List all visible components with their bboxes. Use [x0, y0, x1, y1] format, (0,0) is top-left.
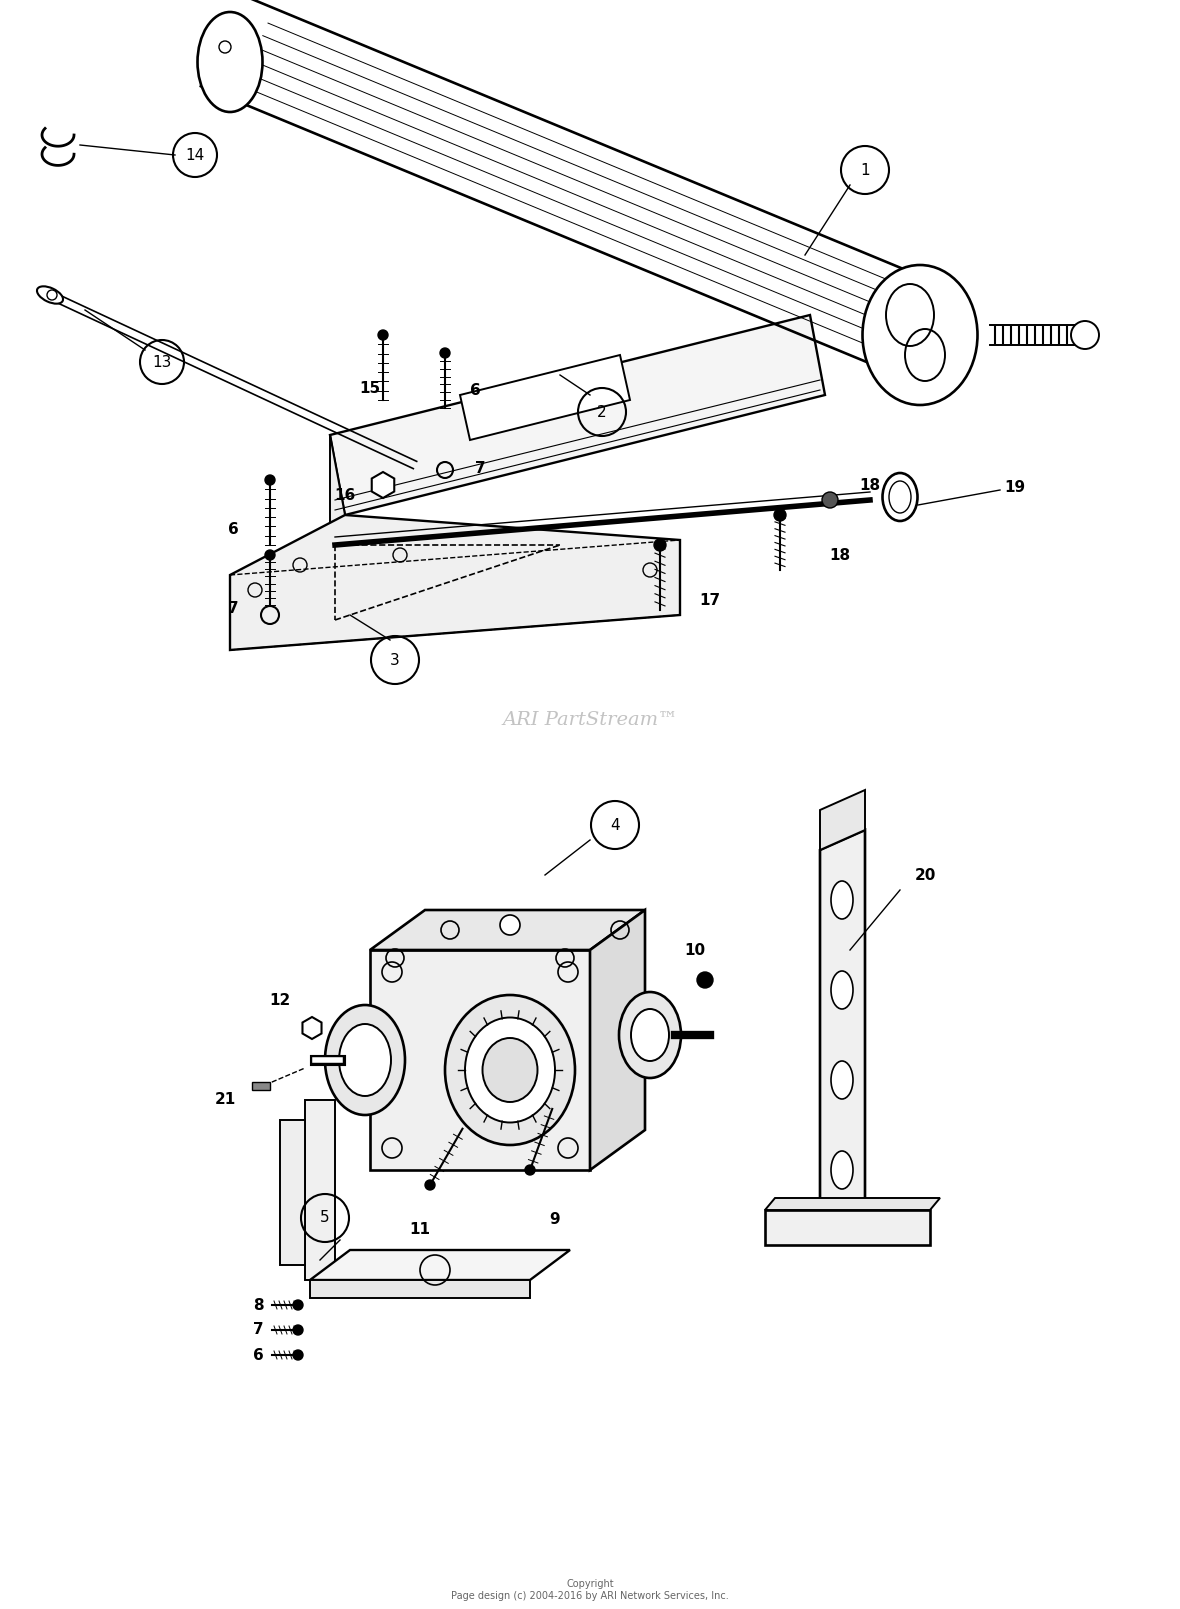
Ellipse shape [483, 1038, 538, 1102]
Ellipse shape [831, 970, 853, 1009]
Text: 17: 17 [700, 592, 721, 608]
Ellipse shape [883, 473, 918, 521]
Text: 18: 18 [830, 547, 851, 563]
Ellipse shape [831, 1060, 853, 1099]
Polygon shape [371, 911, 645, 949]
Ellipse shape [465, 1017, 555, 1123]
Circle shape [293, 1300, 303, 1310]
Circle shape [440, 348, 450, 357]
Text: Copyright
Page design (c) 2004-2016 by ARI Network Services, Inc.: Copyright Page design (c) 2004-2016 by A… [451, 1578, 729, 1601]
Bar [280, 1120, 304, 1265]
Bar [304, 1101, 335, 1281]
Text: 5: 5 [320, 1210, 330, 1226]
Polygon shape [310, 1250, 570, 1281]
Text: 3: 3 [391, 653, 400, 668]
Text: 16: 16 [334, 488, 355, 502]
Circle shape [293, 1324, 303, 1335]
Ellipse shape [620, 993, 681, 1078]
Text: 12: 12 [269, 993, 290, 1007]
Text: 6: 6 [228, 523, 238, 537]
Text: 2: 2 [597, 404, 607, 420]
Text: 4: 4 [610, 817, 620, 832]
Polygon shape [310, 1281, 530, 1298]
Circle shape [378, 330, 388, 339]
Text: 18: 18 [859, 478, 880, 492]
Text: 14: 14 [185, 148, 204, 163]
Bar [371, 949, 590, 1170]
Text: 10: 10 [684, 943, 706, 957]
Circle shape [1071, 322, 1099, 349]
Text: 11: 11 [409, 1223, 431, 1237]
Ellipse shape [631, 1009, 669, 1060]
Text: 7: 7 [474, 460, 485, 476]
Bar [253, 1081, 270, 1089]
Circle shape [266, 475, 275, 484]
Polygon shape [590, 911, 645, 1170]
Text: 6: 6 [253, 1347, 263, 1363]
Circle shape [266, 550, 275, 560]
Ellipse shape [197, 11, 262, 113]
Polygon shape [330, 434, 345, 591]
Polygon shape [820, 830, 865, 1229]
Polygon shape [330, 315, 825, 515]
Circle shape [654, 539, 666, 550]
Ellipse shape [831, 1150, 853, 1189]
Ellipse shape [831, 882, 853, 919]
Text: 7: 7 [253, 1323, 263, 1337]
Text: 8: 8 [253, 1297, 263, 1313]
Ellipse shape [324, 1006, 405, 1115]
Text: 7: 7 [228, 600, 238, 616]
Text: 9: 9 [550, 1213, 560, 1228]
Circle shape [500, 916, 520, 935]
Ellipse shape [863, 265, 977, 405]
Text: 20: 20 [914, 867, 936, 882]
Circle shape [425, 1179, 435, 1191]
Circle shape [774, 508, 786, 521]
Polygon shape [765, 1199, 940, 1210]
Text: 21: 21 [215, 1093, 236, 1107]
Text: 19: 19 [1004, 479, 1025, 494]
Circle shape [293, 1350, 303, 1360]
Text: ARI PartStream™: ARI PartStream™ [503, 711, 677, 729]
Polygon shape [460, 356, 630, 439]
Circle shape [525, 1165, 535, 1175]
Text: 15: 15 [360, 380, 381, 396]
Text: 1: 1 [860, 163, 870, 177]
Polygon shape [230, 515, 680, 650]
Ellipse shape [339, 1023, 391, 1096]
Text: 6: 6 [470, 383, 480, 397]
Circle shape [822, 492, 838, 508]
Ellipse shape [889, 481, 911, 513]
Ellipse shape [37, 286, 63, 304]
Text: 13: 13 [152, 354, 171, 370]
Ellipse shape [445, 994, 575, 1146]
Polygon shape [765, 1210, 930, 1245]
Polygon shape [820, 790, 865, 850]
Circle shape [697, 972, 713, 988]
